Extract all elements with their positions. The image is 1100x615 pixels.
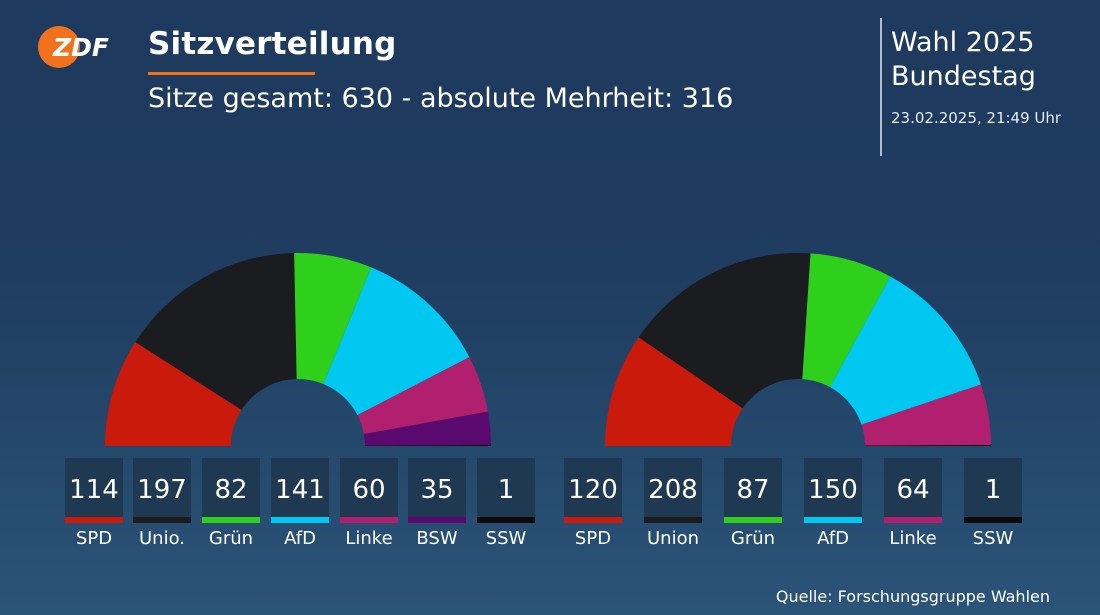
party-color-strip-ssw: [477, 517, 535, 523]
party-color-strip-linke: [340, 517, 398, 523]
parliament-chart-2: 120 SPD 208 Union 87 Grün 150 AfD 64 Linke 1 SSW: [564, 253, 1022, 549]
seat-box-union: [644, 458, 702, 523]
seat-box-afd: [271, 458, 329, 523]
page-subtitle: Sitze gesamt: 630 - absolute Mehrheit: 3…: [148, 83, 734, 114]
seat-value-afd: 150: [808, 475, 858, 505]
party-label-grun: Grün: [731, 528, 775, 549]
seat-box-afd: [804, 458, 862, 523]
party-color-strip-bsw: [408, 517, 466, 523]
party-color-strip-grun: [724, 517, 782, 523]
party-label-spd: SPD: [575, 528, 611, 549]
party-label-unio: Unio.: [139, 528, 185, 549]
page-title: Sitzverteilung: [148, 26, 397, 62]
seat-segment-linke: [861, 384, 991, 446]
seat-box-spd: [564, 458, 622, 523]
party-label-ssw: SSW: [486, 528, 527, 549]
seat-segment-unio: [135, 253, 297, 410]
seat-value-linke: 60: [352, 475, 385, 505]
logo-text: ZDF: [52, 33, 109, 62]
seat-segment-afd: [830, 276, 981, 425]
header-divider: [880, 18, 882, 156]
party-color-strip-afd: [804, 517, 862, 523]
seat-value-ssw: 1: [498, 475, 515, 505]
seat-segment-ssw: [364, 445, 491, 446]
party-label-linke: Linke: [345, 528, 392, 549]
seat-box-grun: [724, 458, 782, 523]
seat-segment-union: [638, 253, 811, 409]
election-line-2: Bundestag: [891, 61, 1036, 92]
party-color-strip-afd: [271, 517, 329, 523]
party-color-strip-union: [644, 517, 702, 523]
zdf-logo-icon: ZDF: [38, 26, 109, 68]
seat-value-afd: 141: [275, 475, 325, 505]
seat-box-spd: [65, 458, 123, 523]
parliament-chart-1: 114 SPD 197 Unio. 82 Grün 141 AfD 60 Linke 35 BSW 1 S…: [65, 253, 535, 549]
party-label-afd: AfD: [817, 528, 849, 549]
party-color-strip-ssw: [964, 517, 1022, 523]
party-color-strip-unio: [133, 517, 191, 523]
title-underline: [148, 72, 315, 75]
seat-segment-spd: [605, 337, 743, 446]
seat-segment-spd: [105, 342, 242, 446]
party-label-ssw: SSW: [973, 528, 1014, 549]
seat-value-grun: 87: [736, 475, 769, 505]
party-label-grun: Grün: [209, 528, 253, 549]
seat-value-union: 208: [648, 475, 698, 505]
seat-value-bsw: 35: [420, 475, 453, 505]
seat-value-unio: 197: [137, 475, 187, 505]
seat-segment-grun: [802, 253, 891, 388]
seat-value-grun: 82: [214, 475, 247, 505]
seat-value-spd: 120: [568, 475, 618, 505]
seat-box-unio: [133, 458, 191, 523]
seat-value-spd: 114: [69, 475, 119, 505]
seat-box-ssw: [964, 458, 1022, 523]
election-info: Wahl 2025 Bundestag: [891, 26, 1036, 94]
party-color-strip-spd: [564, 517, 622, 523]
seat-box-linke: [884, 458, 942, 523]
party-label-union: Union: [647, 528, 699, 549]
seat-segment-ssw: [864, 445, 991, 446]
party-label-linke: Linke: [889, 528, 936, 549]
seat-value-linke: 64: [896, 475, 929, 505]
party-label-spd: SPD: [76, 528, 112, 549]
timestamp: 23.02.2025, 21:49 Uhr: [891, 109, 1062, 127]
seat-segment-bsw: [363, 411, 491, 446]
seat-box-grun: [202, 458, 260, 523]
election-line-1: Wahl 2025: [891, 27, 1035, 58]
party-label-afd: AfD: [284, 528, 316, 549]
seat-segment-afd: [323, 267, 470, 416]
party-color-strip-linke: [884, 517, 942, 523]
seat-segment-linke: [357, 357, 488, 435]
party-color-strip-spd: [65, 517, 123, 523]
source-note: Quelle: Forschungsgruppe Wahlen: [775, 587, 1050, 606]
seat-box-bsw: [408, 458, 466, 523]
party-label-bsw: BSW: [416, 528, 457, 549]
seat-value-ssw: 1: [985, 475, 1002, 505]
seat-box-linke: [340, 458, 398, 523]
party-color-strip-grun: [202, 517, 260, 523]
seat-segment-grun: [294, 253, 372, 385]
seat-box-ssw: [477, 458, 535, 523]
